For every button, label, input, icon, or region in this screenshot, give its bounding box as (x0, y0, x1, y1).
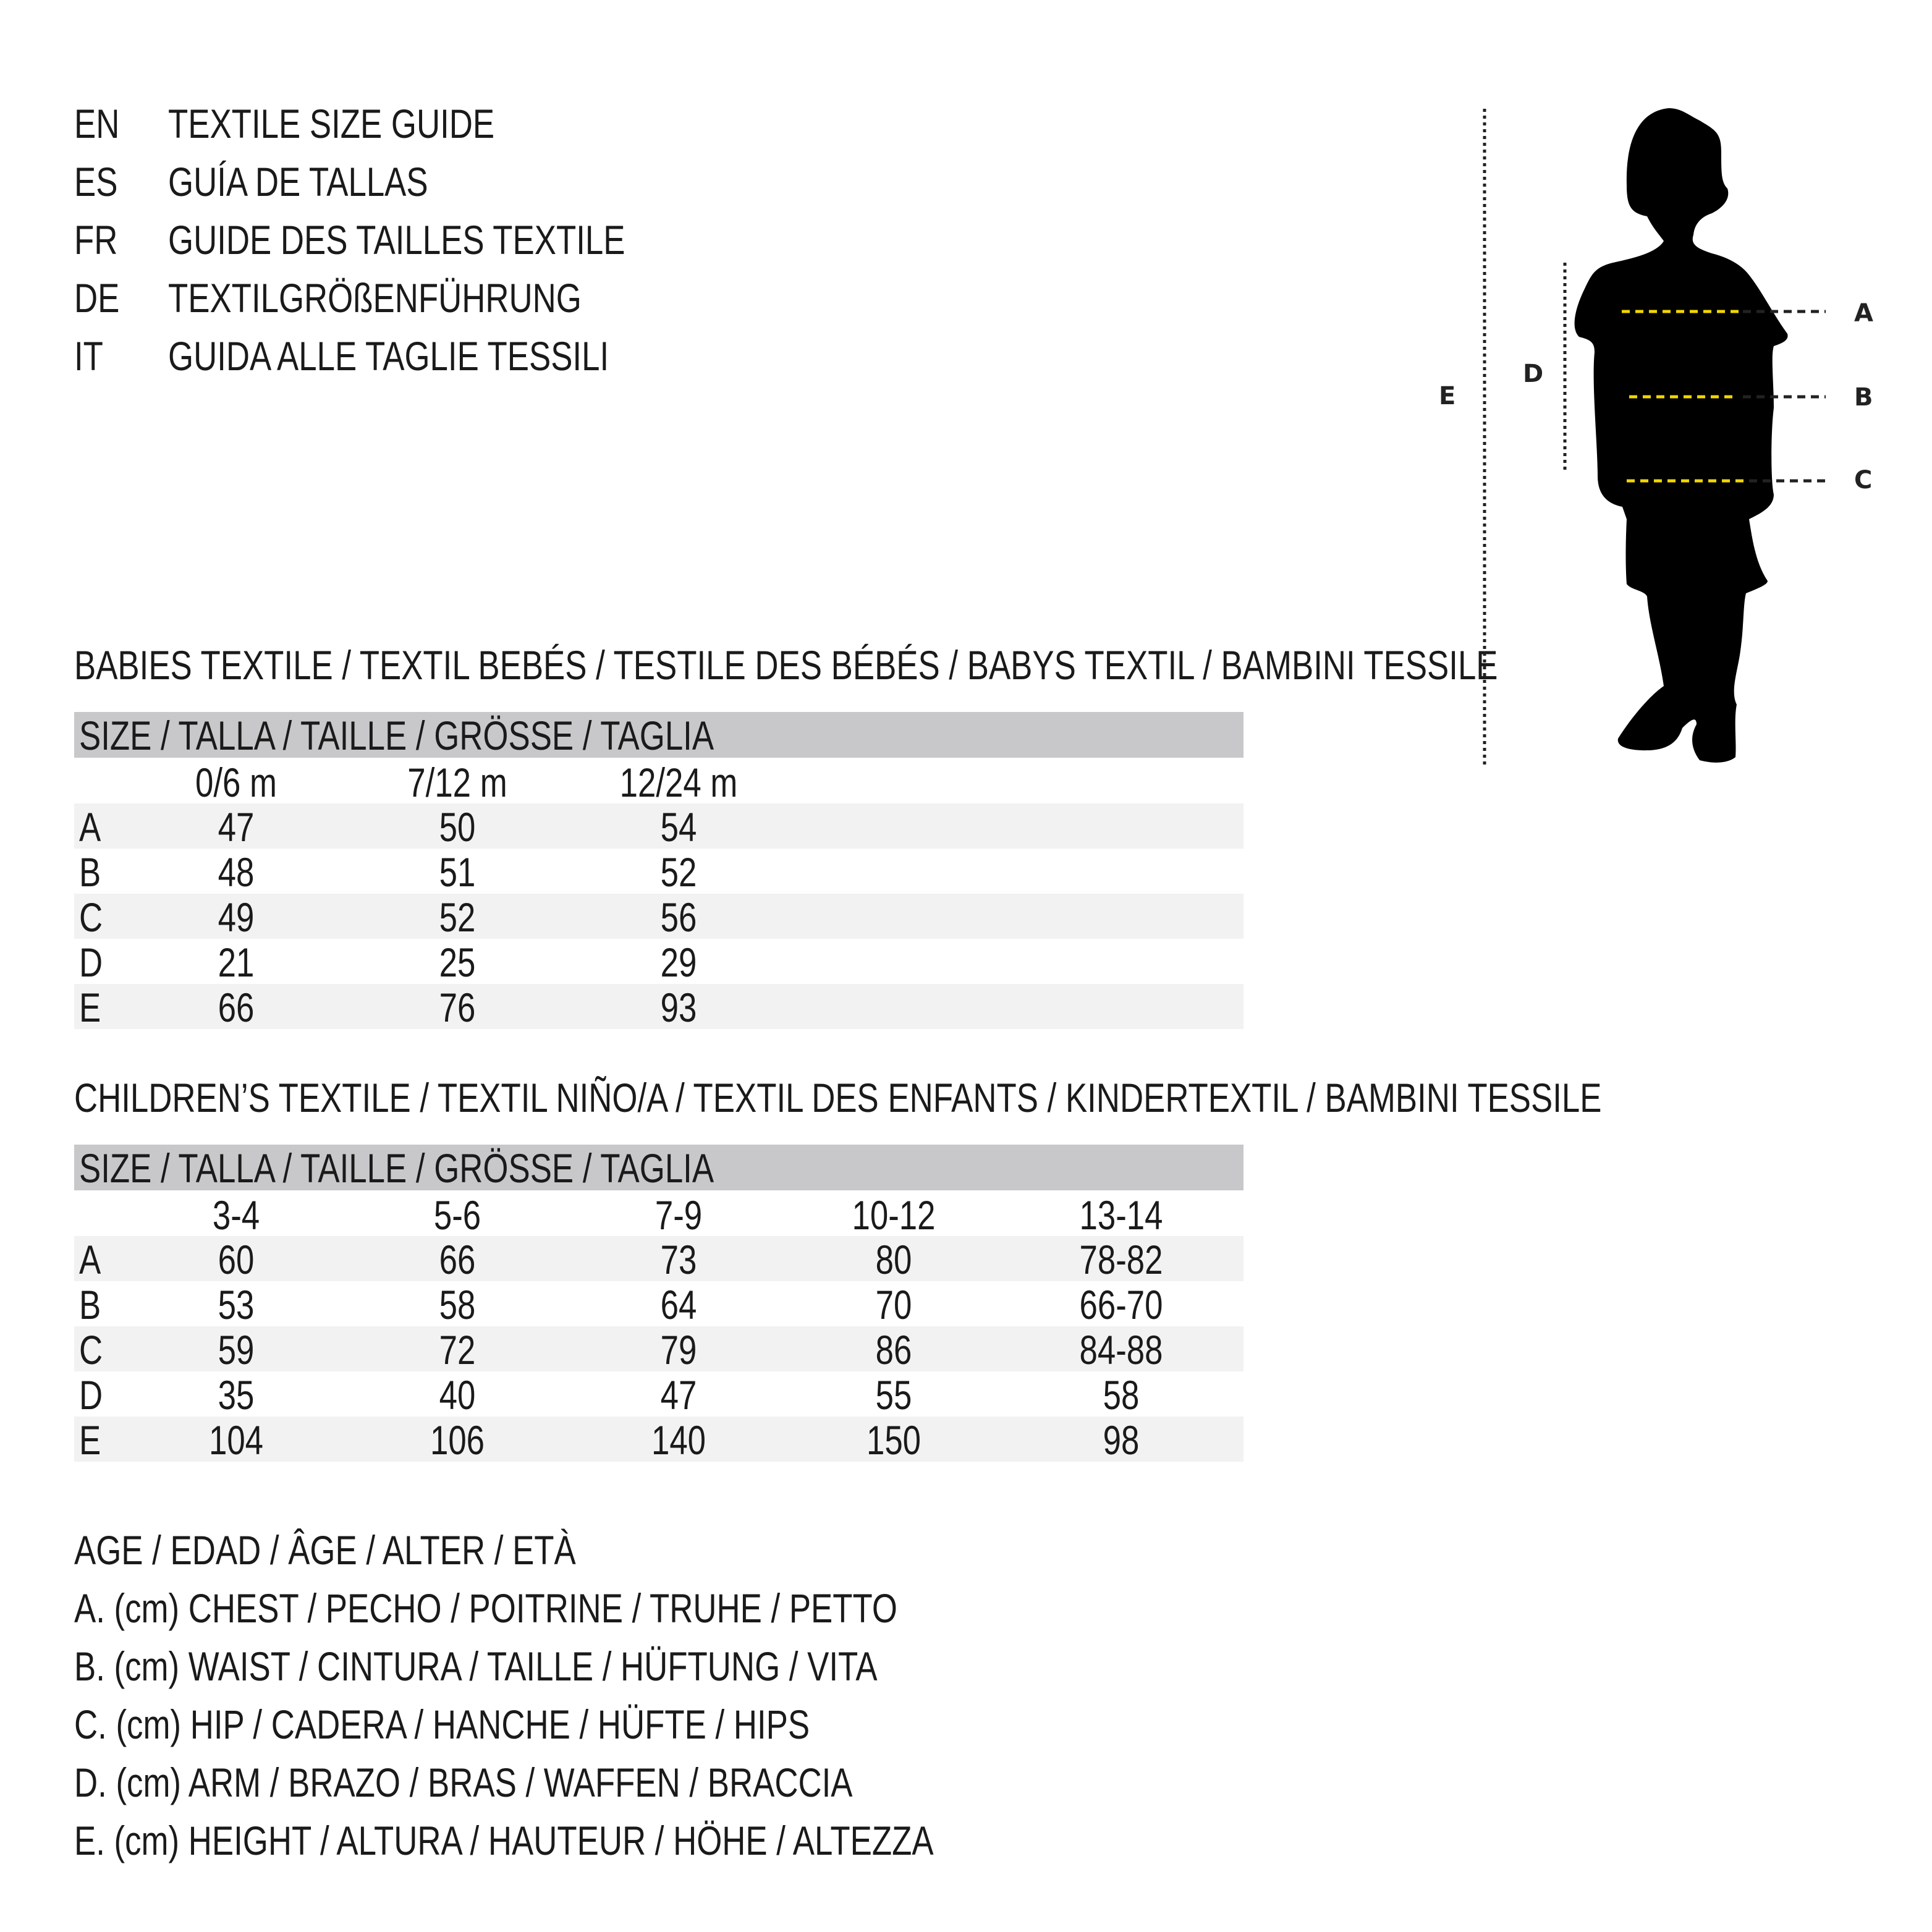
legend-item: A. (cm) CHEST / PECHO / POITRINE / TRUHE… (74, 1585, 897, 1631)
table-cell: 66-70 (1079, 1282, 1163, 1328)
table-cell: 47 (660, 1372, 697, 1418)
section-heading: CHILDREN’S TEXTILE / TEXTIL NIÑO/A / TEX… (74, 1075, 1602, 1121)
size-header-bar (74, 712, 1244, 758)
table-cell: 58 (439, 1282, 476, 1328)
column-header: 12/24 m (619, 760, 738, 805)
size-header-bar (74, 1145, 1244, 1190)
table-row (74, 1236, 1244, 1281)
size-label: SIZE / TALLA / TAILLE / GRÖSSE / TAGLIA (79, 1145, 714, 1191)
table-cell: 25 (439, 939, 476, 985)
table-row (74, 894, 1244, 939)
legend-item: C. (cm) HIP / CADERA / HANCHE / HÜFTE / … (74, 1701, 810, 1747)
guide-title: GUIDE DES TAILLES TEXTILE (168, 217, 625, 263)
language-code: FR (74, 217, 118, 263)
table-cell: 59 (218, 1327, 255, 1373)
label-e: E (1439, 382, 1455, 410)
table-cell: 64 (660, 1282, 697, 1328)
table-cell: 140 (651, 1417, 706, 1463)
table-cell: 79 (660, 1327, 697, 1373)
table-cell: 93 (660, 985, 697, 1030)
column-header: 13-14 (1079, 1192, 1163, 1238)
table-cell: 29 (660, 939, 697, 985)
table-cell: 47 (218, 804, 255, 850)
row-label: E (79, 1417, 101, 1463)
table-cell: 73 (660, 1237, 697, 1282)
label-b: B (1854, 383, 1873, 412)
table-cell: 56 (660, 894, 697, 940)
guide-title: TEXTILGRÖßENFÜHRUNG (168, 275, 582, 321)
label-d: D (1523, 360, 1543, 388)
column-header: 7-9 (655, 1192, 703, 1238)
row-label: B (79, 849, 101, 895)
legend-item: D. (cm) ARM / BRAZO / BRAS / WAFFEN / BR… (74, 1760, 853, 1805)
legend-item: B. (cm) WAIST / CINTURA / TAILLE / HÜFTU… (74, 1643, 878, 1689)
column-header: 7/12 m (407, 760, 507, 805)
table-cell: 84-88 (1079, 1327, 1163, 1373)
table-cell: 98 (1103, 1417, 1140, 1463)
row-label: A (79, 804, 101, 850)
table-row (74, 1326, 1244, 1371)
table-cell: 52 (439, 894, 476, 940)
column-header: 10-12 (852, 1192, 936, 1238)
table-cell: 72 (439, 1327, 476, 1373)
table-cell: 70 (875, 1282, 912, 1328)
table-cell: 40 (439, 1372, 476, 1418)
language-code: ES (74, 159, 118, 205)
table-cell: 80 (875, 1237, 912, 1282)
table-cell: 150 (866, 1417, 922, 1463)
language-code: EN (74, 101, 120, 146)
table-cell: 49 (218, 894, 255, 940)
table-cell: 58 (1103, 1372, 1140, 1418)
language-code: IT (74, 333, 103, 379)
table-cell: 76 (439, 985, 476, 1030)
table-cell: 53 (218, 1282, 255, 1328)
guide-title: GUIDA ALLE TAGLIE TESSILI (168, 333, 609, 379)
column-header: 0/6 m (195, 760, 278, 805)
table-cell: 66 (439, 1237, 476, 1282)
legend-item: E. (cm) HEIGHT / ALTURA / HAUTEUR / HÖHE… (74, 1818, 934, 1863)
row-label: D (79, 939, 103, 985)
row-label: A (79, 1237, 101, 1282)
row-label: C (79, 894, 103, 940)
table-cell: 55 (875, 1372, 912, 1418)
table-row (74, 984, 1244, 1029)
row-label: B (79, 1282, 101, 1328)
section-heading: BABIES TEXTILE / TEXTIL BEBÉS / TESTILE … (74, 642, 1498, 688)
language-code: DE (74, 275, 120, 321)
table-cell: 66 (218, 985, 255, 1030)
table-cell: 104 (208, 1417, 264, 1463)
table-cell: 21 (218, 939, 255, 985)
table-cell: 86 (875, 1327, 912, 1373)
legend-item: AGE / EDAD / ÂGE / ALTER / ETÀ (74, 1527, 576, 1573)
table-cell: 52 (660, 849, 697, 895)
child-silhouette (1574, 108, 1788, 763)
label-c: C (1854, 466, 1872, 494)
table-cell: 78-82 (1079, 1237, 1163, 1282)
table-row (74, 803, 1244, 849)
row-label: C (79, 1327, 103, 1373)
table-cell: 50 (439, 804, 476, 850)
table-cell: 60 (218, 1237, 255, 1282)
table-cell: 54 (660, 804, 697, 850)
column-header: 3-4 (212, 1192, 260, 1238)
row-label: E (79, 985, 101, 1030)
table-row (74, 1417, 1244, 1462)
column-header: 5-6 (433, 1192, 481, 1238)
table-cell: 106 (430, 1417, 485, 1463)
guide-title: GUÍA DE TALLAS (168, 159, 428, 205)
guide-title: TEXTILE SIZE GUIDE (168, 101, 495, 146)
size-label: SIZE / TALLA / TAILLE / GRÖSSE / TAGLIA (79, 713, 714, 758)
table-cell: 51 (439, 849, 476, 895)
label-a: A (1854, 299, 1873, 328)
table-cell: 35 (218, 1372, 255, 1418)
row-label: D (79, 1372, 103, 1418)
table-cell: 48 (218, 849, 255, 895)
